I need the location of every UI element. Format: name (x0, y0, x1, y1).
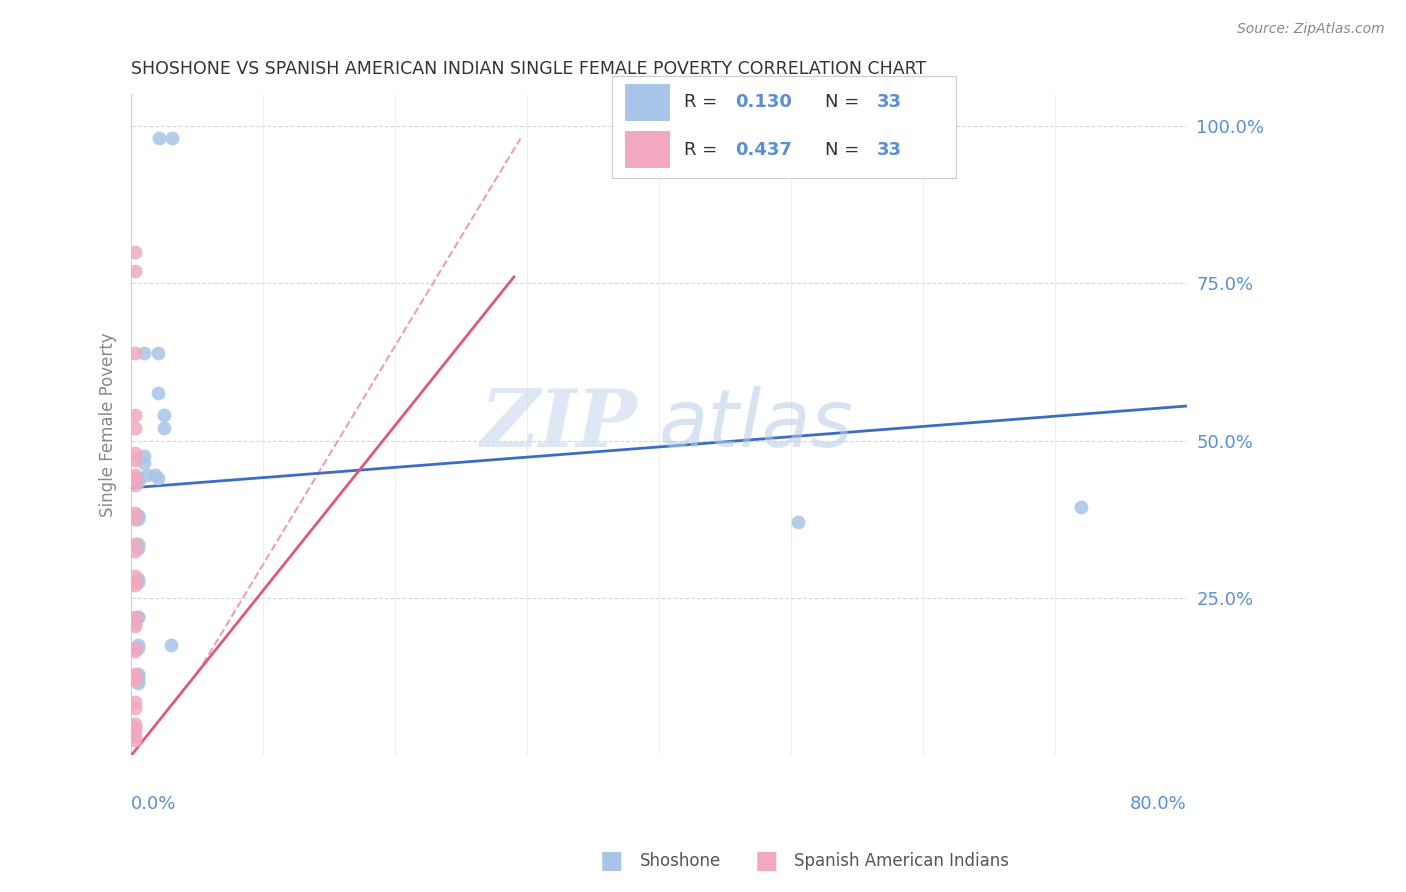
Point (124, 619, 146, 633)
Point (136, 468, 159, 483)
Text: Spanish American Indians: Spanish American Indians (794, 852, 1010, 870)
Point (124, 512, 146, 526)
Point (124, 409, 146, 423)
Point (146, 471, 169, 485)
Text: N =: N = (825, 94, 865, 112)
Point (127, 641, 149, 656)
Point (127, 670, 149, 684)
Point (127, 673, 149, 687)
Point (124, 477, 146, 491)
Text: ZIP: ZIP (481, 386, 638, 464)
Text: Source: ZipAtlas.com: Source: ZipAtlas.com (1237, 22, 1385, 37)
Point (124, 613, 146, 627)
Point (134, 456, 156, 470)
Point (127, 676, 149, 690)
Point (124, 471, 146, 485)
Point (127, 610, 149, 624)
Point (160, 131, 183, 145)
Point (124, 569, 146, 583)
Text: 0.437: 0.437 (735, 141, 793, 159)
Text: N =: N = (825, 141, 865, 159)
Point (124, 701, 146, 715)
Point (124, 666, 146, 681)
Point (124, 575, 146, 590)
Point (786, 516, 808, 530)
Point (124, 537, 146, 551)
Text: SHOSHONE VS SPANISH AMERICAN INDIAN SINGLE FEMALE POVERTY CORRELATION CHART: SHOSHONE VS SPANISH AMERICAN INDIAN SING… (131, 60, 927, 78)
Point (124, 446, 146, 460)
Point (124, 695, 146, 709)
Point (127, 666, 149, 681)
Point (124, 244, 146, 259)
Point (127, 471, 149, 485)
Point (124, 578, 146, 592)
Point (160, 638, 183, 652)
Point (127, 509, 149, 524)
Text: 0.0%: 0.0% (131, 795, 177, 813)
Text: R =: R = (683, 94, 723, 112)
Point (124, 717, 146, 731)
Text: 0.130: 0.130 (735, 94, 793, 112)
Point (124, 506, 146, 520)
Point (146, 386, 169, 401)
Point (124, 616, 146, 631)
Point (124, 730, 146, 744)
Point (124, 644, 146, 658)
Point (127, 610, 149, 624)
Point (127, 512, 149, 526)
Point (148, 131, 170, 145)
Point (127, 537, 149, 551)
Point (124, 263, 146, 277)
Point (124, 468, 146, 483)
Point (124, 452, 146, 467)
Text: R =: R = (683, 141, 723, 159)
Point (153, 409, 176, 423)
Point (124, 670, 146, 684)
Y-axis label: Single Female Poverty: Single Female Poverty (100, 333, 117, 517)
Point (1070, 500, 1092, 514)
Bar (626, 84, 671, 121)
Point (124, 421, 146, 435)
Point (124, 543, 146, 558)
Bar (626, 131, 671, 168)
Point (153, 421, 176, 435)
Point (127, 509, 149, 524)
Text: 80.0%: 80.0% (1130, 795, 1187, 813)
Point (127, 575, 149, 590)
Point (124, 720, 146, 734)
Point (127, 638, 149, 652)
Text: 33: 33 (877, 94, 901, 112)
Point (124, 732, 146, 747)
Text: ■: ■ (600, 849, 623, 872)
Point (124, 673, 146, 687)
Point (127, 475, 149, 489)
Point (124, 641, 146, 656)
Text: atlas: atlas (659, 386, 853, 464)
Point (127, 572, 149, 586)
Point (124, 723, 146, 738)
Text: Shoshone: Shoshone (640, 852, 721, 870)
Text: ■: ■ (755, 849, 778, 872)
Point (124, 345, 146, 359)
Text: 33: 33 (877, 141, 901, 159)
Point (134, 345, 156, 359)
Point (146, 345, 169, 359)
Point (127, 509, 149, 524)
Point (127, 541, 149, 555)
Point (134, 450, 156, 464)
Point (124, 610, 146, 624)
Point (143, 468, 166, 483)
